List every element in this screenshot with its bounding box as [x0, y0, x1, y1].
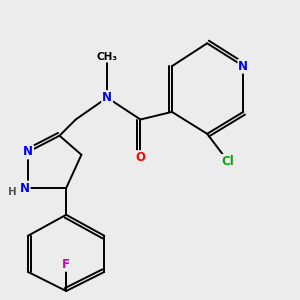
Text: O: O: [136, 151, 146, 164]
Text: N: N: [102, 91, 112, 104]
Text: Cl: Cl: [222, 155, 235, 168]
Text: CH₃: CH₃: [97, 52, 118, 61]
Text: F: F: [62, 258, 70, 271]
Text: N: N: [23, 146, 33, 158]
Text: H: H: [8, 188, 17, 197]
Text: N: N: [20, 182, 30, 195]
Text: N: N: [238, 60, 248, 73]
